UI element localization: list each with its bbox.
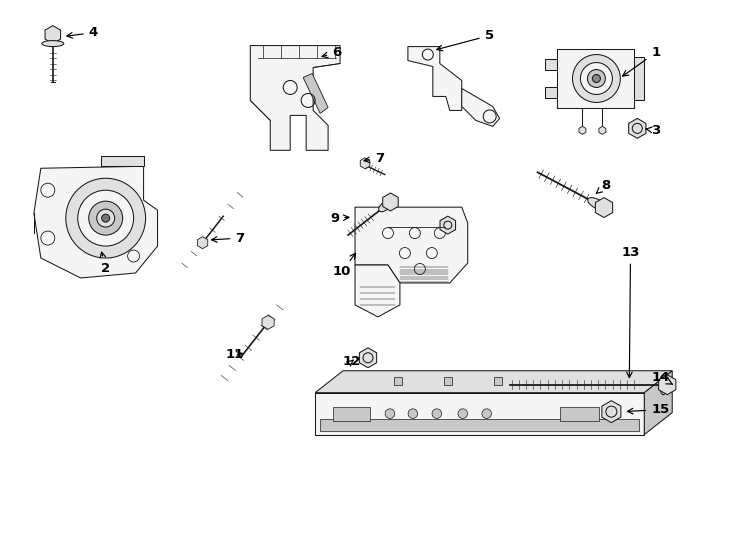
- Polygon shape: [408, 46, 462, 110]
- Polygon shape: [382, 193, 399, 211]
- Polygon shape: [440, 216, 456, 234]
- Text: 8: 8: [596, 179, 611, 193]
- Circle shape: [97, 209, 115, 227]
- Polygon shape: [197, 237, 208, 248]
- Polygon shape: [101, 156, 144, 166]
- Polygon shape: [658, 375, 676, 395]
- Circle shape: [408, 409, 418, 419]
- Polygon shape: [333, 407, 370, 421]
- Circle shape: [432, 409, 442, 419]
- Circle shape: [102, 214, 109, 222]
- Text: 3: 3: [646, 124, 661, 137]
- Text: 9: 9: [330, 212, 349, 225]
- Text: 13: 13: [622, 246, 640, 377]
- Polygon shape: [559, 407, 600, 421]
- Text: 11: 11: [225, 348, 244, 361]
- Circle shape: [592, 75, 600, 83]
- Ellipse shape: [660, 375, 666, 395]
- Polygon shape: [556, 49, 634, 109]
- Circle shape: [581, 63, 612, 94]
- Polygon shape: [262, 315, 274, 329]
- Polygon shape: [545, 87, 556, 98]
- Text: 2: 2: [100, 252, 110, 274]
- Polygon shape: [545, 59, 556, 70]
- Ellipse shape: [42, 40, 64, 46]
- Ellipse shape: [588, 198, 606, 210]
- Polygon shape: [320, 418, 639, 430]
- Polygon shape: [595, 198, 613, 218]
- Text: 4: 4: [67, 26, 98, 39]
- Polygon shape: [34, 166, 158, 278]
- Polygon shape: [250, 45, 340, 150]
- Text: 7: 7: [364, 152, 384, 165]
- Circle shape: [78, 190, 134, 246]
- Text: 10: 10: [332, 253, 355, 279]
- Polygon shape: [45, 25, 61, 44]
- Polygon shape: [462, 89, 500, 126]
- Text: 5: 5: [437, 29, 494, 51]
- Circle shape: [128, 250, 139, 262]
- Ellipse shape: [379, 200, 392, 212]
- Polygon shape: [315, 393, 644, 435]
- Polygon shape: [355, 207, 468, 283]
- Circle shape: [587, 70, 606, 87]
- Polygon shape: [360, 348, 377, 368]
- Polygon shape: [494, 377, 501, 384]
- Polygon shape: [628, 118, 646, 138]
- Polygon shape: [634, 57, 644, 100]
- Circle shape: [385, 409, 395, 419]
- Text: 7: 7: [211, 232, 244, 245]
- Polygon shape: [579, 126, 586, 134]
- Circle shape: [458, 409, 468, 419]
- Circle shape: [66, 178, 145, 258]
- Circle shape: [41, 231, 55, 245]
- Polygon shape: [394, 377, 402, 384]
- Circle shape: [89, 201, 123, 235]
- Polygon shape: [444, 377, 452, 384]
- Text: 12: 12: [342, 355, 360, 368]
- Polygon shape: [360, 158, 370, 169]
- Text: 14: 14: [651, 371, 672, 384]
- Polygon shape: [602, 401, 621, 423]
- Text: 1: 1: [622, 46, 661, 76]
- Polygon shape: [599, 126, 606, 134]
- Circle shape: [41, 183, 55, 197]
- Polygon shape: [303, 73, 328, 113]
- Text: 15: 15: [628, 403, 669, 416]
- Polygon shape: [644, 371, 672, 435]
- Circle shape: [482, 409, 492, 419]
- Polygon shape: [315, 371, 672, 393]
- Polygon shape: [355, 265, 400, 317]
- Circle shape: [573, 55, 620, 103]
- Text: 6: 6: [322, 46, 341, 59]
